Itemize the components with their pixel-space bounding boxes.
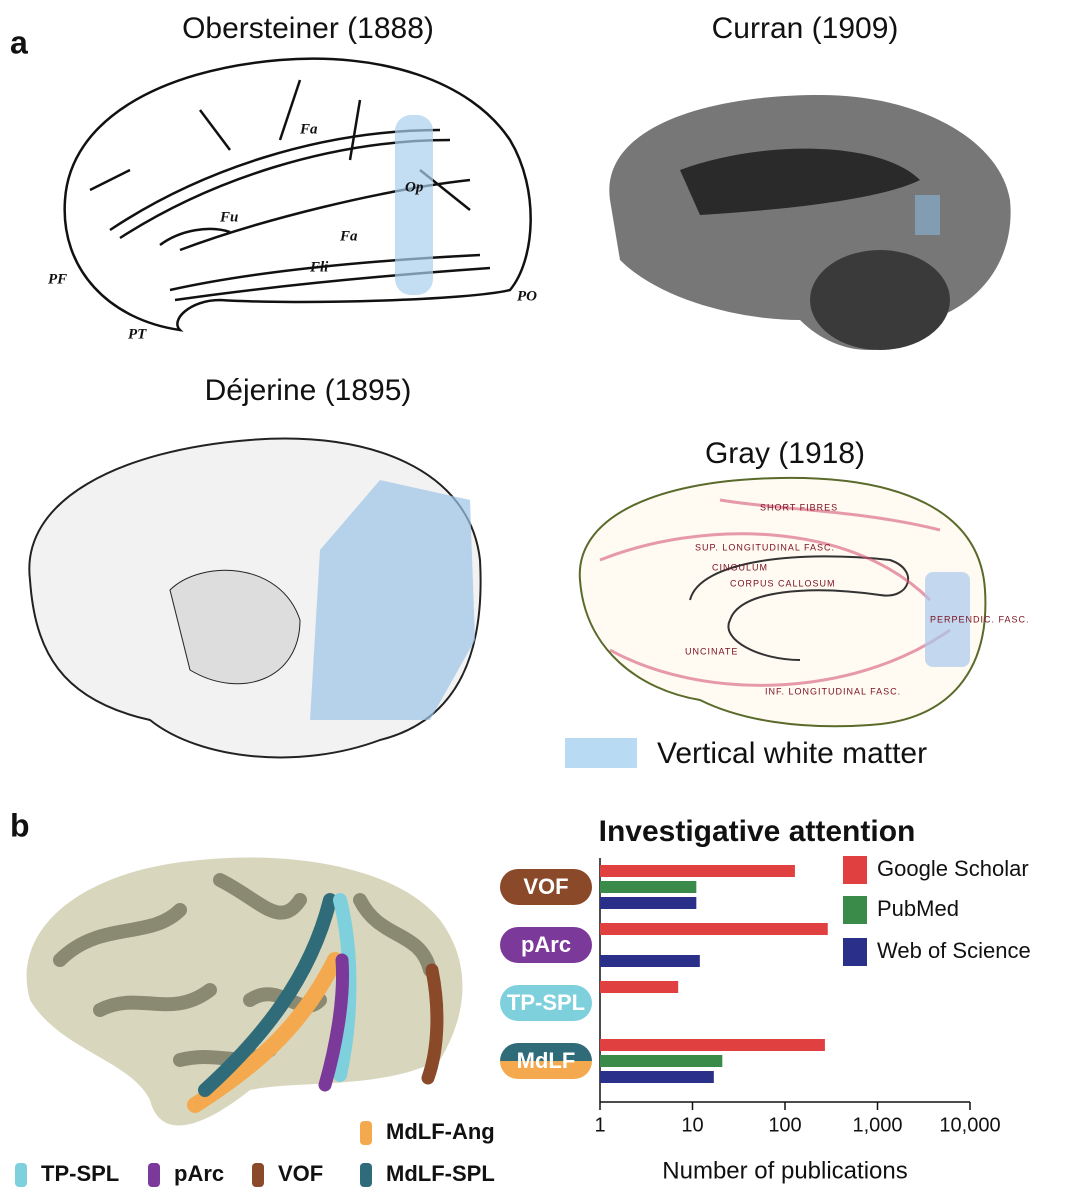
legend-label: PubMed [877, 896, 959, 921]
bar [600, 981, 679, 993]
highlight [395, 115, 433, 295]
category-pill [500, 1043, 592, 1079]
legend-swatch [843, 938, 867, 966]
brain-surface [26, 857, 463, 1126]
drawing-label: Fa [299, 121, 318, 137]
gray-drawing [578, 476, 987, 728]
drawing-label: PERPENDIC. FASC. [930, 614, 1030, 624]
legend-label: Google Scholar [877, 856, 1029, 881]
drawing-label: PF [48, 271, 67, 287]
category-pill [500, 927, 592, 963]
bar [600, 865, 795, 877]
x-tick-label: 1 [594, 1114, 605, 1136]
tract-swatch [360, 1163, 372, 1187]
panel-label: a [10, 24, 28, 60]
legend-swatch [843, 856, 867, 884]
drawing-label: SUP. LONGITUDINAL FASC. [695, 542, 835, 552]
drawing-label: Fa [339, 228, 358, 244]
tract-swatch [252, 1163, 264, 1187]
chart-title: Investigative attention [599, 815, 916, 848]
drawing-label: Fli [309, 259, 329, 275]
y-tick-label: pArc [521, 932, 571, 957]
panel-label: b [10, 807, 30, 843]
tract-swatch [15, 1163, 27, 1187]
drawing-label: CINGULUM [712, 562, 768, 572]
drawing-label: INF. LONGITUDINAL FASC. [765, 686, 901, 696]
y-tick-label: VOF [523, 874, 568, 899]
legend-swatch [565, 738, 637, 768]
tract-label: pArc [174, 1161, 224, 1186]
drawing-label: Op [405, 179, 424, 195]
legend-swatch [843, 896, 867, 924]
y-tick-label: TP-SPL [507, 990, 585, 1015]
tract-label: MdLF-Ang [386, 1119, 495, 1144]
bar [600, 881, 697, 893]
drawing-label: PT [128, 326, 147, 342]
drawing-label: SHORT FIBRES [760, 502, 838, 512]
drawing-label: Fu [219, 209, 238, 225]
tract-swatch [148, 1163, 160, 1187]
tract-label: TP-SPL [41, 1161, 119, 1186]
drawing-label: PO [517, 288, 537, 304]
tract-label: MdLF-SPL [386, 1161, 495, 1186]
x-axis-label: Number of publications [662, 1157, 907, 1184]
bar [600, 1039, 825, 1051]
drawing-label: UNCINATE [685, 646, 738, 656]
obersteiner-drawing [63, 57, 532, 332]
tract-label: VOF [278, 1161, 323, 1186]
image-title: Obersteiner (1888) [182, 12, 434, 45]
x-tick-label: 1,000 [852, 1114, 902, 1136]
legend-label: Web of Science [877, 938, 1031, 963]
x-tick-label: 100 [768, 1114, 801, 1136]
legend-label: Vertical white matter [657, 737, 927, 770]
bar [600, 897, 697, 909]
bar [600, 955, 700, 967]
bar [600, 923, 828, 935]
x-tick-label: 10,000 [939, 1114, 1000, 1136]
tract-swatch [360, 1121, 372, 1145]
curran-photo [609, 95, 1011, 350]
image-title: Curran (1909) [712, 12, 899, 45]
drawing-label: CORPUS CALLOSUM [730, 578, 836, 588]
bar [600, 1055, 723, 1067]
category-pill [500, 869, 592, 905]
category-pill [500, 985, 592, 1021]
image-title: Gray (1918) [705, 437, 865, 470]
y-tick-label: MdLF [517, 1048, 576, 1073]
dejerine-drawing [28, 437, 482, 759]
image-title: Déjerine (1895) [205, 374, 412, 407]
bar [600, 1071, 714, 1083]
x-tick-label: 10 [681, 1114, 703, 1136]
